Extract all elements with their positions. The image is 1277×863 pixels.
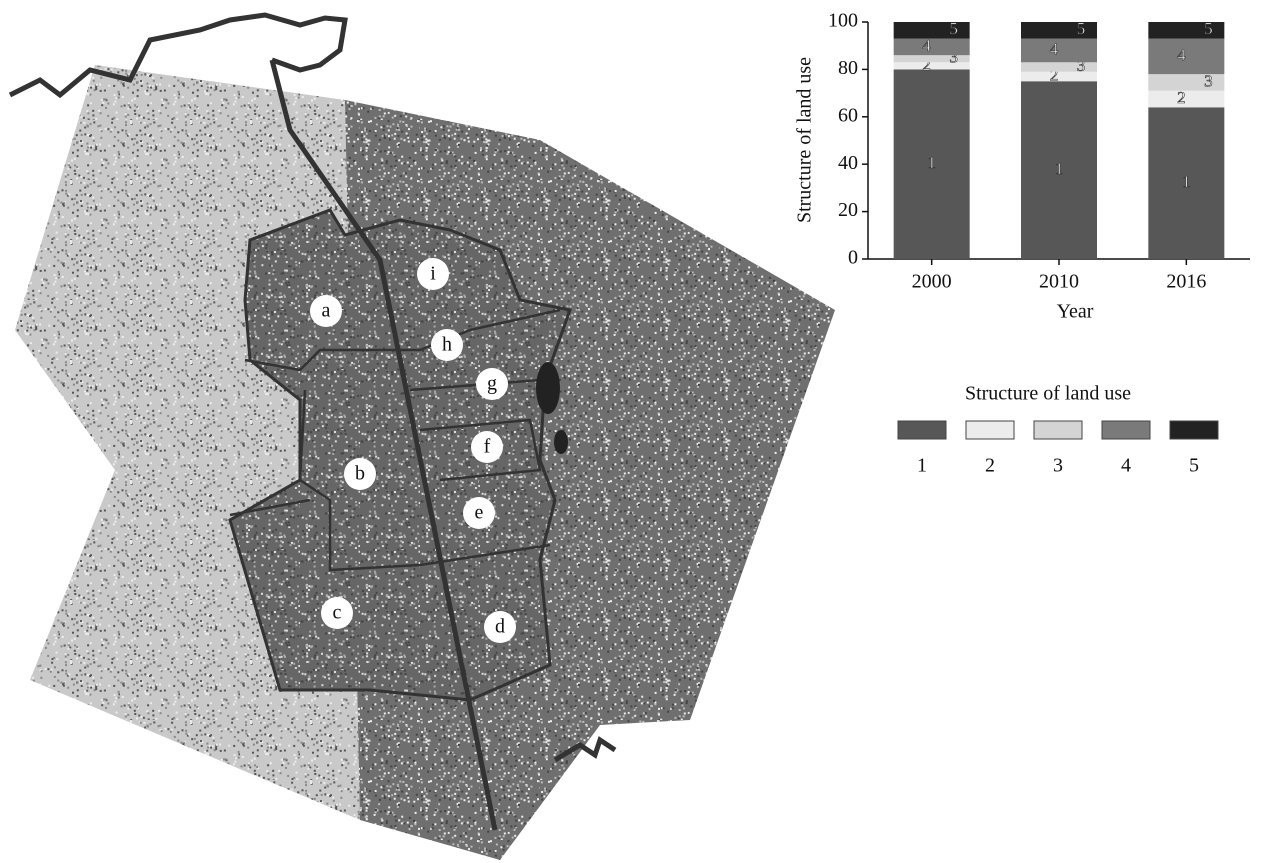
y-tick-label: 100	[828, 10, 858, 32]
lake	[536, 362, 560, 414]
bar-segment	[1021, 39, 1097, 63]
bar-segment	[894, 39, 970, 56]
district-label: h	[442, 334, 452, 356]
y-tick-label: 20	[838, 199, 858, 221]
district-label: c	[333, 602, 342, 624]
segment-label: 2	[1177, 88, 1186, 107]
legend-swatch	[1102, 421, 1150, 439]
y-tick-label: 60	[838, 104, 858, 126]
bar-segment	[1021, 62, 1097, 71]
legend-label: 3	[1053, 455, 1063, 477]
district-label: d	[495, 616, 505, 638]
district-label: e	[475, 502, 484, 524]
map	[10, 15, 835, 860]
bar-segment	[894, 22, 970, 39]
bar-segment	[1148, 74, 1224, 91]
x-tick-label: 2010	[1039, 271, 1079, 293]
y-tick-label: 80	[838, 57, 858, 79]
lake	[554, 430, 568, 454]
segment-label: 4	[1050, 39, 1059, 58]
legend-label: 1	[917, 455, 927, 477]
legend-label: 2	[985, 455, 995, 477]
district-label: a	[322, 300, 331, 322]
legend-swatch	[1170, 421, 1218, 439]
x-axis-label: Year	[1057, 301, 1094, 323]
legend-swatch	[966, 421, 1014, 439]
legend-swatch	[1034, 421, 1082, 439]
x-tick-label: 2000	[912, 271, 952, 293]
segment-label: 4	[922, 36, 931, 55]
segment-label: 5	[1077, 19, 1086, 38]
x-tick-label: 2016	[1166, 271, 1206, 293]
district-label: g	[487, 373, 497, 395]
bar-segment	[1021, 22, 1097, 39]
bar-segment	[1021, 72, 1097, 81]
segment-label: 4	[1177, 45, 1186, 64]
bar-segment	[1148, 22, 1224, 39]
segment-label: 5	[949, 19, 958, 38]
segment-label: 1	[1055, 159, 1064, 178]
bar-segment	[894, 62, 970, 69]
legend-label: 5	[1189, 455, 1199, 477]
legend-swatch	[898, 421, 946, 439]
district-label: f	[484, 436, 491, 458]
bar-segment	[1148, 39, 1224, 75]
segment-label: 3	[1204, 71, 1213, 90]
district-label: b	[355, 463, 365, 485]
y-tick-label: 40	[838, 152, 858, 174]
district-label: i	[430, 263, 436, 285]
bar-segment	[894, 55, 970, 62]
segment-label: 1	[927, 153, 936, 172]
y-tick-label: 0	[848, 247, 858, 269]
segment-label: 5	[1204, 19, 1213, 38]
figure: Structure of land use Year Structure of …	[0, 0, 1277, 863]
bar-segment	[1148, 91, 1224, 108]
legend-label: 4	[1121, 455, 1131, 477]
legend-title: Structure of land use	[965, 383, 1131, 405]
y-axis-label: Structure of land use	[794, 57, 816, 223]
segment-label: 1	[1182, 172, 1191, 191]
